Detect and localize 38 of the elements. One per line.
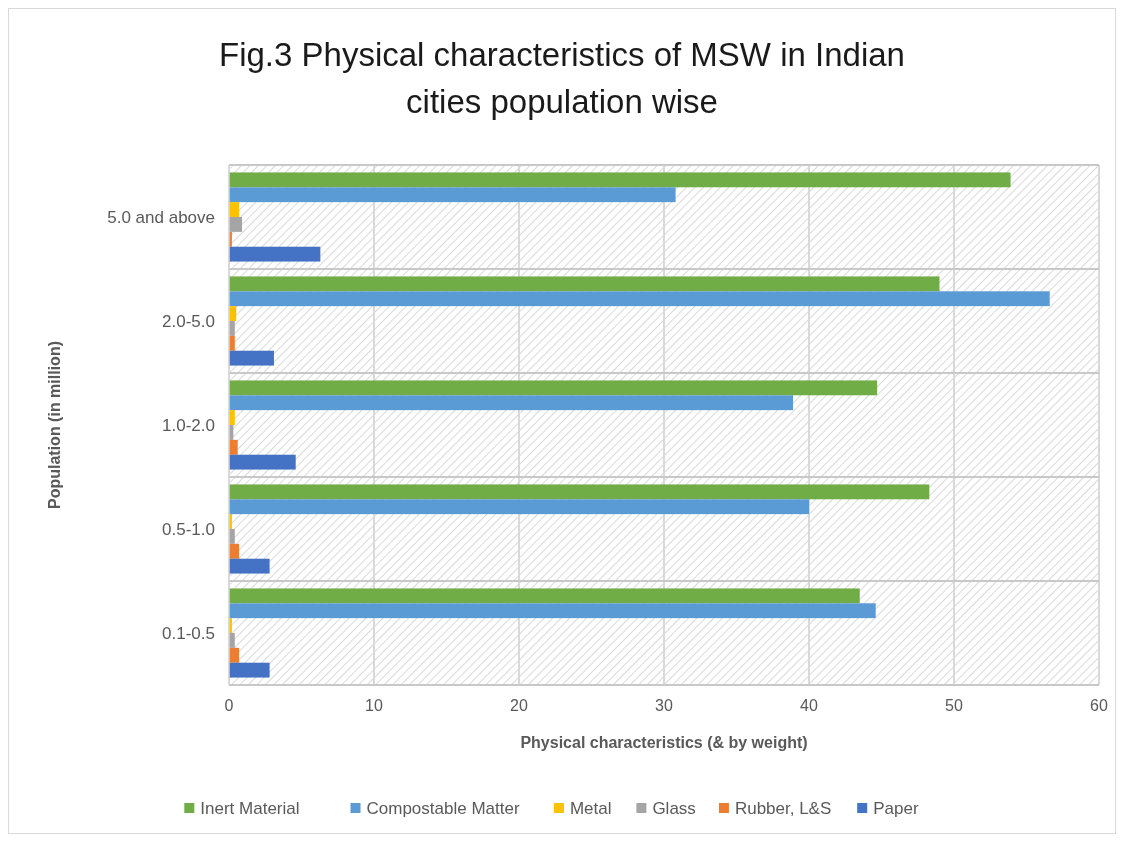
bar <box>229 499 809 515</box>
bar <box>229 439 238 455</box>
x-tick-label: 30 <box>655 697 673 714</box>
y-tick-label: 1.0-2.0 <box>162 416 215 435</box>
bar <box>229 217 243 232</box>
bar <box>229 380 878 396</box>
legend-label: Metal <box>569 799 612 818</box>
bar <box>229 276 940 292</box>
bar <box>229 291 1050 307</box>
bar <box>229 662 270 678</box>
y-tick-label: 2.0-5.0 <box>162 312 215 331</box>
bar <box>229 588 860 604</box>
y-tick-label: 0.1-0.5 <box>162 624 215 643</box>
x-tick-label: 0 <box>224 697 234 714</box>
y-tick-label: 0.5-1.0 <box>162 520 215 539</box>
bar <box>229 350 274 366</box>
bar <box>229 603 876 619</box>
bar <box>229 187 676 203</box>
x-tick-label: 40 <box>800 697 818 714</box>
x-tick-label: 20 <box>510 697 528 714</box>
bar <box>229 484 930 500</box>
x-axis-title: Physical characteristics (& by weight) <box>520 734 808 751</box>
y-tick-label: 5.0 and above <box>107 208 215 227</box>
legend-label: Inert Material <box>200 799 300 818</box>
x-tick-label: 10 <box>365 697 383 714</box>
legend-label: Compostable Matter <box>366 799 520 818</box>
x-tick-label: 60 <box>1090 697 1108 714</box>
bar <box>229 172 1011 188</box>
chart-title: Fig.3 Physical characteristics of MSW in Indian cities population wise <box>219 36 905 120</box>
legend-label: Rubber, L&S <box>734 799 832 818</box>
legend-label: Paper <box>873 799 919 818</box>
bar <box>229 395 794 411</box>
y-axis-title: Population (in million) <box>46 341 63 509</box>
bar <box>229 558 270 574</box>
bar <box>229 246 321 262</box>
x-tick-label: 50 <box>945 697 963 714</box>
legend-label: Glass <box>652 799 696 818</box>
bar <box>229 454 296 470</box>
